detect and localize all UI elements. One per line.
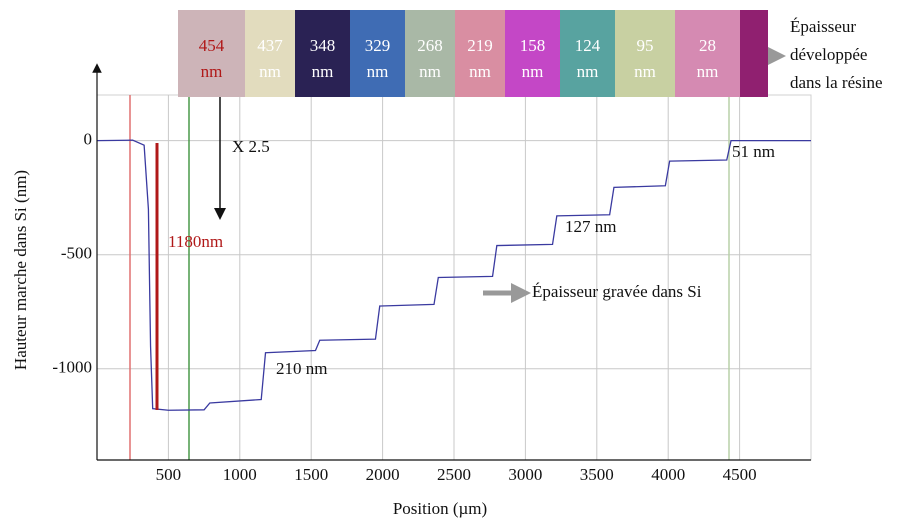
- swatch: [295, 10, 350, 97]
- swatch-number: 124: [575, 36, 601, 55]
- x-tick-label: 2500: [437, 465, 471, 484]
- swatch-number: 454: [199, 36, 225, 55]
- x-tick-label: 2000: [366, 465, 400, 484]
- x-tick-label: 3000: [508, 465, 542, 484]
- swatch: [560, 10, 615, 97]
- swatch-unit: nm: [634, 62, 656, 81]
- swatch: [615, 10, 675, 97]
- swatch-number: 95: [637, 36, 654, 55]
- x-axis-title: Position (µm): [393, 499, 487, 518]
- y-axis-title: Hauteur marche dans Si (nm): [11, 170, 30, 370]
- legend-text: Épaisseur: [790, 17, 856, 36]
- swatch-unit: nm: [201, 62, 223, 81]
- grid: [97, 95, 811, 460]
- swatch-unit: nm: [469, 62, 491, 81]
- swatch: [405, 10, 455, 97]
- swatch-unit: nm: [577, 62, 599, 81]
- swatch: [178, 10, 245, 97]
- profile-line: [96, 139, 811, 411]
- x-tick-label: 1000: [223, 465, 257, 484]
- annotation: X 2.5: [232, 137, 270, 156]
- swatch-unit: nm: [419, 62, 441, 81]
- swatch-unit: nm: [367, 62, 389, 81]
- annotation: 51 nm: [732, 142, 775, 161]
- y-tick-label: -500: [61, 244, 92, 263]
- swatch: [455, 10, 505, 97]
- swatch-edge: [740, 10, 768, 97]
- x-tick-label: 4500: [723, 465, 757, 484]
- swatch-unit: nm: [312, 62, 334, 81]
- x-tick-label: 3500: [580, 465, 614, 484]
- swatch-number: 28: [699, 36, 716, 55]
- annotation: 1180nm: [168, 232, 223, 251]
- swatch-unit: nm: [522, 62, 544, 81]
- x-tick-label: 4000: [651, 465, 685, 484]
- annotation: Épaisseur gravée dans Si: [532, 282, 702, 301]
- x-tick-label: 1500: [294, 465, 328, 484]
- swatch-number: 158: [520, 36, 546, 55]
- swatch-number: 437: [257, 36, 283, 55]
- y-tick-label: -1000: [52, 358, 92, 377]
- swatch-number: 348: [310, 36, 336, 55]
- annotation: 210 nm: [276, 359, 327, 378]
- swatch-number: 268: [417, 36, 443, 55]
- plot: [96, 139, 811, 411]
- swatch-number: 329: [365, 36, 391, 55]
- swatch: [505, 10, 560, 97]
- x-tick-label: 500: [156, 465, 182, 484]
- swatch-unit: nm: [697, 62, 719, 81]
- swatch: [350, 10, 405, 97]
- swatch: [675, 10, 740, 97]
- swatch-strip: 454 nm 437 nm 348 nm 329 nm 268 nm 219 nm 158 nm 124 nm…: [178, 10, 768, 97]
- legend-text: développée: [790, 45, 867, 64]
- y-tick-label: 0: [84, 130, 93, 149]
- annotation: 127 nm: [565, 217, 616, 236]
- swatch-number: 219: [467, 36, 493, 55]
- swatch-unit: nm: [259, 62, 281, 81]
- swatch: [245, 10, 295, 97]
- legend-text: dans la résine: [790, 73, 883, 92]
